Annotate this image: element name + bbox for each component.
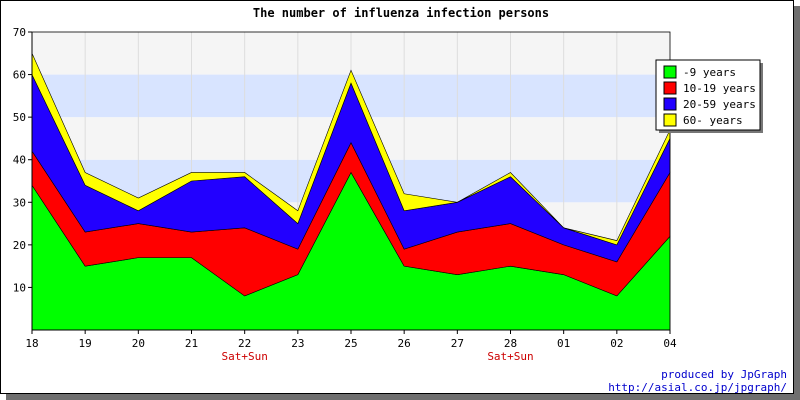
x-tick-label: 28 [504,337,517,350]
stacked-area-chart: The number of influenza infection person… [13,6,787,394]
legend-swatch-20-59-years [663,97,677,111]
chart-frame: The number of influenza infection person… [0,0,794,394]
y-tick-label: 40 [13,154,26,167]
y-tick-labels: 10 20 30 40 50 60 70 [13,26,32,294]
legend-swatch-9-years [663,65,677,79]
x-tick-label: 26 [398,337,411,350]
legend-swatch-10-19-years [663,81,677,95]
y-tick-label: 70 [13,26,26,39]
legend-swatch-60-years [663,113,677,127]
x-tick-label: 19 [79,337,92,350]
y-tick-label: 30 [13,196,26,209]
x-tick-label: 27 [451,337,464,350]
x-tick-label: 21 [185,337,198,350]
x-tick-label: 02 [610,337,623,350]
legend-label-20-59-years: 20-59 years [683,98,756,111]
legend-label-10-19-years: 10-19 years [683,82,756,95]
weekend-label: Sat+Sun [487,350,533,363]
y-tick-label: 10 [13,281,26,294]
x-tick-label: 22 [238,337,251,350]
legend-label-9-years: -9 years [683,66,736,79]
x-tick-label: 18 [25,337,38,350]
footer-credit: produced by JpGraph [661,368,787,381]
x-tick-label: 23 [291,337,304,350]
weekend-label: Sat+Sun [221,350,267,363]
y-tick-label: 60 [13,69,26,82]
x-tick-label: 01 [557,337,570,350]
x-tick-label: 25 [344,337,357,350]
footer-url[interactable]: http://asial.co.jp/jpgraph/ [608,381,787,394]
legend: -9 years 10-19 years 20-59 years 60- years [655,59,763,133]
weekend-labels: Sat+Sun Sat+Sun [221,350,533,363]
x-tick-labels: 18 19 20 21 22 23 25 26 27 28 01 02 04 [25,330,677,350]
y-tick-label: 20 [13,239,26,252]
y-tick-label: 50 [13,111,26,124]
x-tick-label: 04 [663,337,677,350]
x-tick-label: 20 [132,337,145,350]
legend-label-60-years: 60- years [683,114,743,127]
chart-title: The number of influenza infection person… [253,6,549,20]
